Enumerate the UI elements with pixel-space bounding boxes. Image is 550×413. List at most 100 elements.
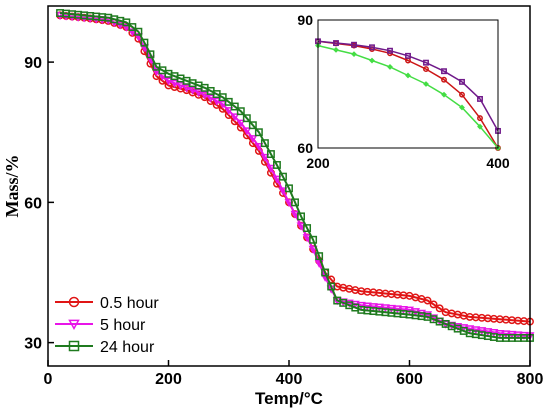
series-1-point-11 <box>121 23 131 32</box>
series-1-point-21 <box>182 84 192 93</box>
series-1-point-13 <box>133 33 143 42</box>
series-2-point-37 <box>279 172 287 181</box>
series-2-point-28 <box>224 97 233 106</box>
series-2-point-13 <box>134 27 143 36</box>
y-axis-label: Mass/% <box>2 155 22 218</box>
series-1-point-40 <box>296 222 306 231</box>
series-2-point-36 <box>273 161 281 169</box>
inset-series-2-point-9 <box>477 123 483 130</box>
series-1-point-23 <box>194 89 204 98</box>
series-2-point-15 <box>146 50 155 59</box>
series-1-point-50 <box>356 301 366 310</box>
series-0-point-61 <box>423 296 432 305</box>
inset-background <box>318 20 498 148</box>
series-1-point-41 <box>302 234 312 243</box>
series-line-2 <box>59 12 530 339</box>
series-0-point-17 <box>158 76 167 85</box>
series-2-point-30 <box>236 107 245 116</box>
x-tick-label-1: 200 <box>155 371 182 388</box>
series-1-point-37 <box>278 187 288 196</box>
series-1-point-69 <box>471 326 481 335</box>
series-2-point-14 <box>140 38 149 47</box>
x-tick-label-3: 600 <box>396 371 423 388</box>
inset-series-2-point-2 <box>351 51 357 58</box>
inset-series-1-point-3 <box>369 44 375 51</box>
series-1-point-56 <box>392 305 402 314</box>
inset-series-1-point-2 <box>351 41 357 48</box>
series-1-point-55 <box>386 304 396 313</box>
series-1-point-73 <box>495 329 505 339</box>
inset-series-1-point-1 <box>333 40 339 46</box>
x-tick-label-0: 0 <box>44 371 53 388</box>
series-1-point-19 <box>170 79 179 88</box>
series-2-point-29 <box>230 102 239 111</box>
series-2-point-27 <box>218 93 227 102</box>
legend-marker-0 <box>68 296 80 308</box>
series-2-point-45 <box>327 282 336 291</box>
inset-series-line-1 <box>317 40 499 132</box>
series-1-point-51 <box>362 302 372 311</box>
inset-series-0-point-9 <box>477 115 483 122</box>
inset-series-1-point-7 <box>441 68 447 75</box>
series-2-point-34 <box>260 139 269 148</box>
series-1-point-68 <box>465 325 475 334</box>
main-plot-series <box>55 9 535 342</box>
series-1-point-10 <box>115 21 125 30</box>
inset-series-2 <box>315 42 501 151</box>
series-1-point-30 <box>236 119 246 128</box>
inset-series-2-point-1 <box>333 46 339 53</box>
series-0-point-16 <box>152 72 161 81</box>
series-2-point-12 <box>128 23 137 31</box>
series-1-point-28 <box>224 107 234 116</box>
inset-x-tick-label-1: 400 <box>486 155 510 171</box>
series-2-point-44 <box>321 268 330 277</box>
series-2-point-38 <box>285 184 293 193</box>
series-1-point-61 <box>423 311 433 320</box>
inset-series-line-0 <box>317 40 499 149</box>
y-tick-label-0: 30 <box>24 336 42 353</box>
series-1-point-31 <box>242 127 252 136</box>
series-2-point-39 <box>291 198 299 207</box>
series-1-point-27 <box>218 100 228 109</box>
series-1-point-66 <box>453 322 463 332</box>
series-1-point-71 <box>483 328 493 337</box>
inset-chart: 200 400 60 90 <box>297 12 509 171</box>
inset-series-2-point-6 <box>423 81 429 87</box>
x-tick-label-2: 400 <box>276 371 303 388</box>
series-2-point-43 <box>315 252 324 261</box>
series-2-point-40 <box>297 212 306 221</box>
legend: 0.5 hour 5 hour 24 hour <box>55 295 159 356</box>
series-1-point-20 <box>176 82 186 91</box>
series-1-point-58 <box>405 306 414 315</box>
series-1-point-25 <box>206 94 216 103</box>
series-1-point-29 <box>230 113 240 122</box>
series-1-point-24 <box>200 91 210 100</box>
inset-y-tick-label-0: 60 <box>297 140 313 156</box>
inset-plot-series <box>315 38 501 151</box>
legend-label-0: 0.5 hour <box>100 295 159 312</box>
series-1-point-42 <box>308 245 318 254</box>
inset-series-1 <box>315 38 501 134</box>
x-axis-label: Temp/°C <box>255 389 323 408</box>
inset-x-tick-label-0: 200 <box>306 155 330 171</box>
series-0-point-63 <box>435 304 444 313</box>
series-1-point-48 <box>344 299 354 308</box>
series-0-point-62 <box>429 300 438 309</box>
series-2-point-42 <box>309 235 318 244</box>
series-1-point-18 <box>164 77 173 86</box>
inset-series-2-point-4 <box>387 64 393 70</box>
series-2 <box>56 9 534 342</box>
series-1-point-53 <box>374 303 384 312</box>
series-1-point-35 <box>266 164 276 173</box>
series-1-point-12 <box>127 28 137 37</box>
series-1-point-22 <box>188 86 198 95</box>
series-1-point-54 <box>380 304 390 313</box>
inset-series-2-point-8 <box>459 104 465 111</box>
legend-label-1: 5 hour <box>100 317 146 334</box>
series-2-point-11 <box>122 18 131 27</box>
y-tick-label-1: 60 <box>24 195 42 212</box>
series-2-point-35 <box>266 150 275 159</box>
inset-axis-ticks: 200 400 60 90 <box>297 12 509 171</box>
inset-series-0-point-6 <box>423 66 429 73</box>
series-1-point-70 <box>477 327 487 336</box>
